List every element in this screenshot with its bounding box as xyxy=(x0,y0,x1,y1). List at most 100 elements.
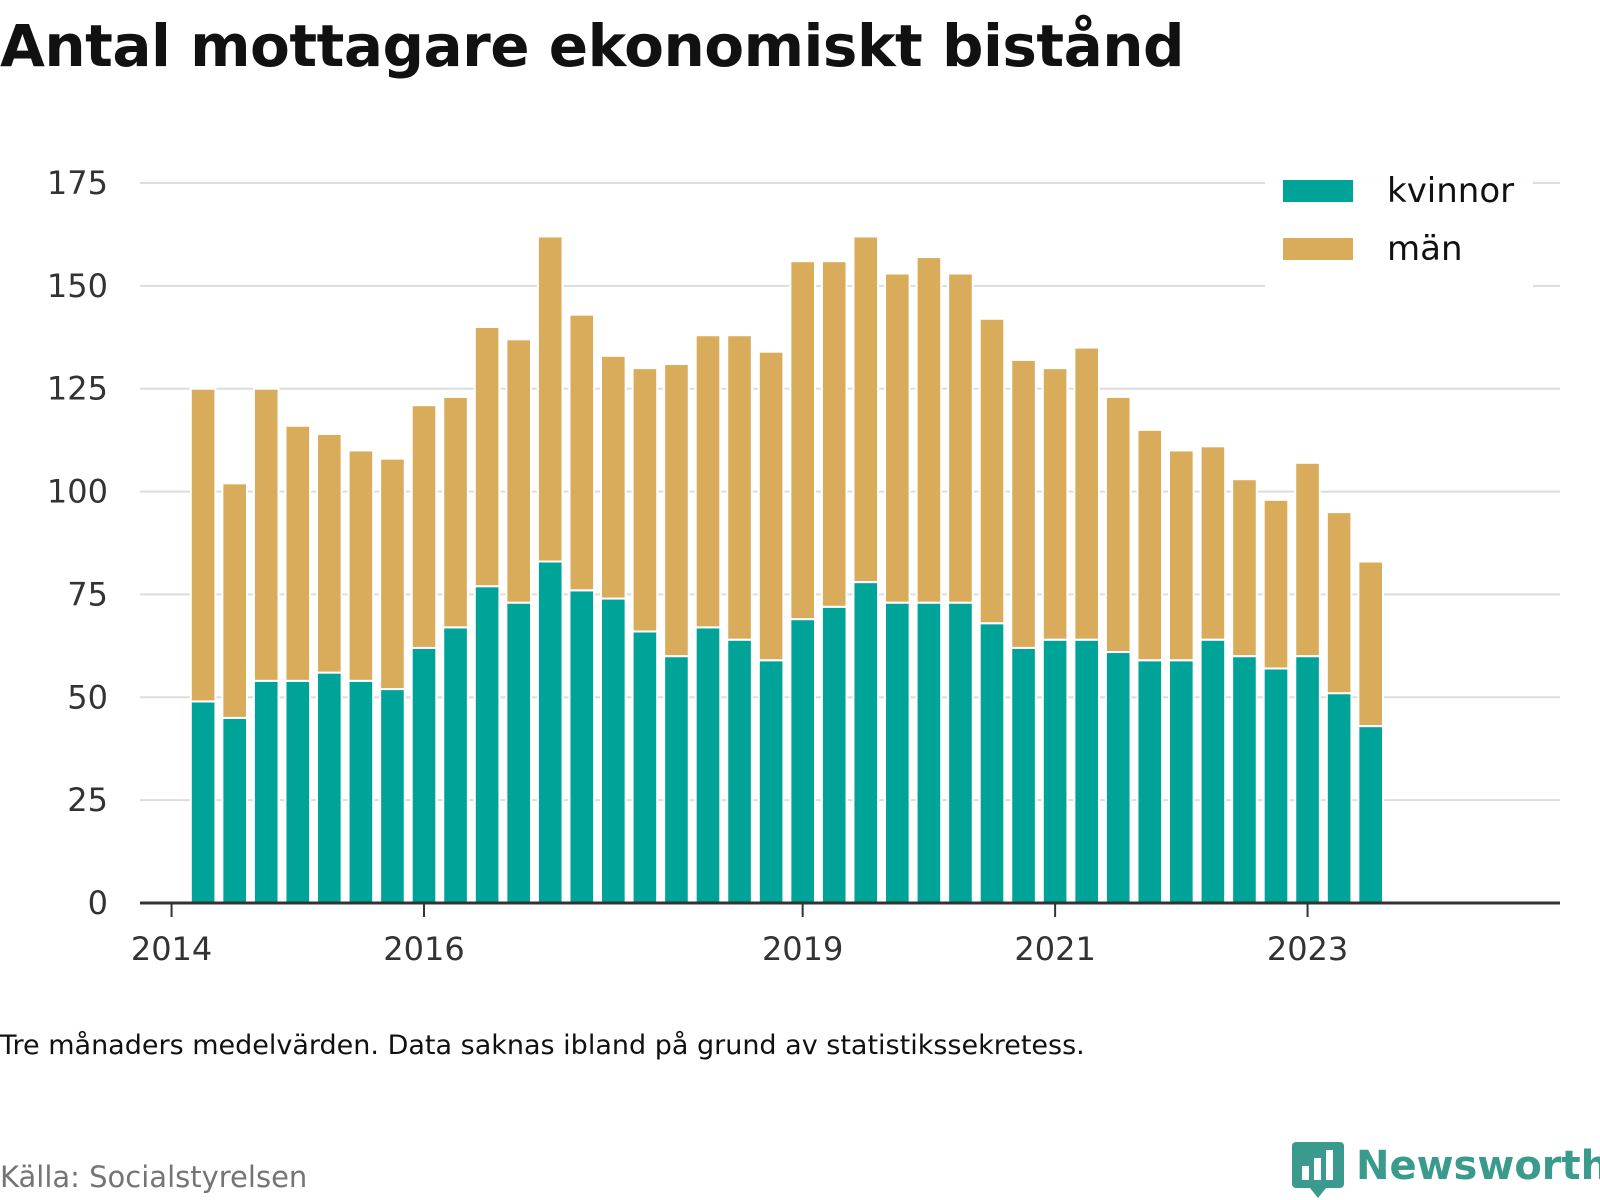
bar-kvinnor xyxy=(316,671,343,904)
bar-kvinnor xyxy=(600,597,627,904)
bar-kvinnor xyxy=(694,626,722,904)
bar-kvinnor xyxy=(726,638,753,905)
x-tick-label: 2021 xyxy=(1014,930,1095,968)
bar-man xyxy=(600,354,627,600)
bar-kvinnor xyxy=(505,601,532,905)
bar-man xyxy=(221,482,248,719)
bar-man xyxy=(852,235,880,584)
bar-kvinnor xyxy=(852,581,880,904)
bar-man xyxy=(1325,511,1353,695)
bar-kvinnor xyxy=(1010,646,1037,905)
bar-man xyxy=(252,387,280,682)
bar-kvinnor xyxy=(631,630,659,904)
bar-kvinnor xyxy=(221,716,248,904)
bar-man xyxy=(1231,478,1258,658)
bar-kvinnor xyxy=(347,679,375,904)
y-tick-labels: 0 25 50 75 100 125 150 175 xyxy=(47,164,108,922)
bar-man xyxy=(663,363,690,658)
x-tick-label: 2016 xyxy=(383,930,464,968)
legend: kvinnor män xyxy=(1265,160,1533,288)
bar-man xyxy=(536,235,564,563)
legend-label-man: män xyxy=(1387,229,1463,269)
bar-man xyxy=(726,334,753,641)
bar-man xyxy=(568,313,596,592)
bar-man xyxy=(284,424,312,682)
bar-kvinnor xyxy=(663,655,690,905)
bar-man xyxy=(347,449,375,682)
bar-man xyxy=(473,326,501,588)
bar-man xyxy=(1199,445,1227,641)
bar-kvinnor xyxy=(915,601,943,905)
bar-man xyxy=(947,272,974,604)
bar-kvinnor xyxy=(568,589,596,904)
bar-man xyxy=(1357,560,1384,728)
bar-man xyxy=(694,334,722,629)
bar-kvinnor xyxy=(536,560,564,904)
x-axis xyxy=(140,901,1560,917)
bar-kvinnor xyxy=(442,626,469,904)
x-tick-label: 2014 xyxy=(131,930,212,968)
y-tick-label: 100 xyxy=(47,473,108,511)
bar-kvinnor xyxy=(1357,725,1384,904)
bar-man xyxy=(189,387,217,703)
bar-kvinnor xyxy=(1325,692,1353,905)
bar-man xyxy=(379,457,406,691)
bar-man xyxy=(442,395,469,629)
bar-man xyxy=(757,350,785,662)
bar-kvinnor xyxy=(1262,667,1290,904)
bar-man xyxy=(505,338,532,604)
y-tick-label: 0 xyxy=(88,884,108,922)
bar-man xyxy=(316,432,343,674)
brand-name: Newsworthy xyxy=(1356,1143,1600,1189)
bar-man xyxy=(884,272,911,604)
chart-title: Antal mottagare ekonomiskt bistånd xyxy=(0,12,1185,80)
bar-kvinnor xyxy=(978,622,1006,904)
y-tick-label: 175 xyxy=(47,164,108,202)
bar-kvinnor xyxy=(757,659,785,904)
x-tick-labels: 2014 2016 2019 2021 2023 xyxy=(131,930,1348,968)
source-credit: Källa: Socialstyrelsen xyxy=(0,1160,308,1194)
bar-kvinnor xyxy=(410,646,438,905)
footnote: Tre månaders medelvärden. Data saknas ib… xyxy=(0,1030,1085,1061)
bar-kvinnor xyxy=(284,679,312,904)
bar-man xyxy=(978,317,1006,625)
bar-kvinnor xyxy=(1168,659,1195,904)
bar-kvinnor xyxy=(1073,638,1100,905)
bar-kvinnor xyxy=(820,605,848,904)
bar-man xyxy=(789,260,816,621)
legend-label-kvinnor: kvinnor xyxy=(1387,171,1514,211)
chat-bar-chart-icon xyxy=(1292,1142,1344,1198)
stacked-bar-chart: 0 25 50 75 100 125 150 175 2014 2016 2019 2021 2023… xyxy=(46,160,1560,968)
y-tick-label: 150 xyxy=(47,267,108,305)
bar-man xyxy=(1073,346,1100,641)
bar-man xyxy=(1010,358,1037,649)
bar-kvinnor xyxy=(884,601,911,905)
bar-man xyxy=(631,367,659,633)
bar-kvinnor xyxy=(189,700,217,905)
bar-kvinnor xyxy=(473,585,501,904)
bar-kvinnor xyxy=(1041,638,1069,905)
bar-man xyxy=(410,404,438,649)
bar-kvinnor xyxy=(1199,638,1227,905)
bar-man xyxy=(820,260,848,608)
legend-swatch-kvinnor xyxy=(1283,180,1353,202)
bar-kvinnor xyxy=(379,688,406,904)
y-tick-label: 125 xyxy=(47,370,108,408)
bar-man xyxy=(1136,428,1164,662)
bar-kvinnor xyxy=(1136,659,1164,904)
bar-man xyxy=(1294,461,1321,658)
bar-kvinnor xyxy=(789,618,816,904)
x-tick-label: 2019 xyxy=(762,930,843,968)
bar-man xyxy=(1262,498,1290,670)
brand-logo: Newsworthy xyxy=(1292,1140,1600,1200)
bar-man xyxy=(1104,395,1132,654)
bar-kvinnor xyxy=(1231,655,1258,905)
bars xyxy=(189,235,1384,905)
y-tick-label: 75 xyxy=(67,575,108,613)
bar-kvinnor xyxy=(252,679,280,904)
bar-man xyxy=(1168,449,1195,662)
bar-kvinnor xyxy=(947,601,974,905)
bar-kvinnor xyxy=(1294,655,1321,905)
y-tick-label: 25 xyxy=(67,781,108,819)
bar-man xyxy=(915,256,943,604)
